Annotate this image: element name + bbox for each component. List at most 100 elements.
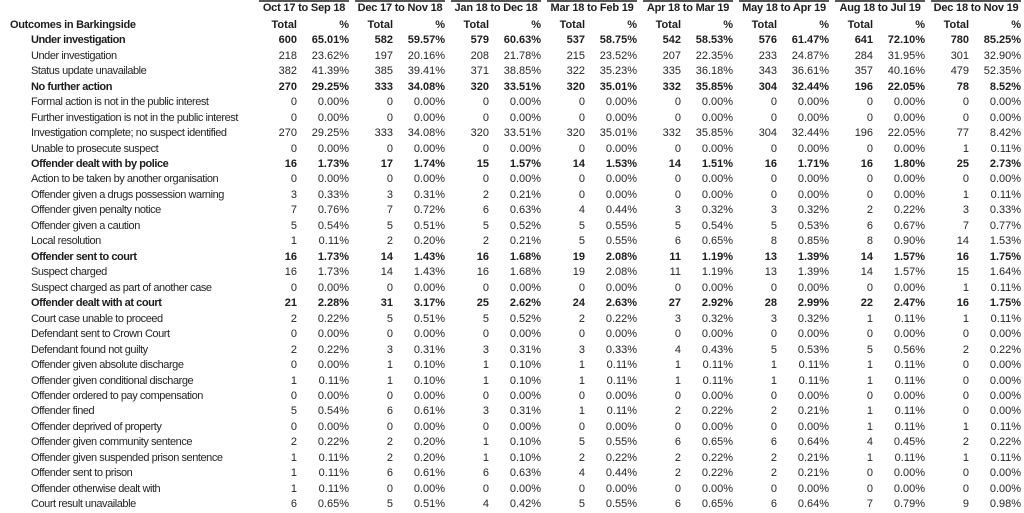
pct-cell: 0.98% — [989, 498, 1022, 511]
total-cell: 5 — [866, 343, 874, 356]
pct-cell: 0.11% — [990, 312, 1022, 325]
pct-header: % — [915, 18, 926, 31]
pct-cell: 0.00% — [701, 482, 734, 495]
pct-cell: 52.35% — [983, 65, 1022, 78]
pct-cell: 1.68% — [509, 266, 542, 279]
pct-cell: 29.25% — [311, 127, 350, 140]
total-cell: 1 — [962, 451, 970, 464]
total-cell: 0 — [866, 96, 874, 109]
total-cell: 77 — [956, 127, 970, 140]
pct-cell: 0.11% — [606, 359, 638, 372]
pct-cell: 0.32% — [701, 312, 734, 325]
pct-cell: 0.00% — [893, 111, 926, 124]
pct-cell: 0.00% — [413, 390, 446, 403]
pct-cell: 1.39% — [797, 266, 830, 279]
total-cell: 780 — [950, 34, 970, 47]
total-cell: 197 — [374, 49, 394, 62]
total-cell: 0 — [770, 142, 778, 155]
total-cell: 31 — [380, 297, 394, 310]
total-cell: 5 — [386, 312, 394, 325]
subheader-row: Outcomes in Barkingside Total% Total% Tota… — [0, 17, 1024, 33]
pct-cell: 1.53% — [989, 235, 1022, 248]
total-cell: 215 — [566, 49, 586, 62]
pct-cell: 0.22% — [317, 312, 350, 325]
total-cell: 7 — [962, 219, 970, 232]
pct-cell: 0.11% — [990, 281, 1022, 294]
pct-cell: 85.25% — [983, 34, 1022, 47]
total-cell: 3 — [770, 204, 778, 217]
pct-header: % — [435, 18, 446, 31]
total-cell: 14 — [860, 266, 874, 279]
pct-cell: 72.10% — [887, 34, 926, 47]
total-cell: 7 — [290, 204, 297, 217]
table-title: Outcomes in Barkingside — [10, 18, 136, 31]
total-cell: 4 — [578, 204, 586, 217]
total-cell: 1 — [386, 374, 394, 387]
pct-cell: 0.31% — [509, 405, 542, 418]
total-cell: 2 — [674, 451, 682, 464]
total-cell: 0 — [770, 328, 778, 341]
pct-cell: 0.00% — [893, 188, 926, 201]
total-cell: 0 — [482, 420, 490, 433]
total-cell: 0 — [770, 281, 778, 294]
total-cell: 320 — [470, 80, 490, 93]
total-cell: 19 — [572, 266, 586, 279]
pct-cell: 0.67% — [893, 219, 926, 232]
outcome-row: Defendant sent to Crown Court 0 0.00% 0 0.00… — [0, 327, 1024, 342]
total-cell: 1 — [674, 359, 682, 372]
pct-cell: 0.00% — [317, 420, 350, 433]
total-cell: 3 — [674, 312, 682, 325]
total-cell: 0 — [866, 173, 874, 186]
total-cell: 1 — [770, 374, 778, 387]
pct-cell: 61.47% — [791, 34, 830, 47]
row-label: Offender dealt with by police — [31, 157, 169, 170]
pct-cell: 0.10% — [509, 436, 542, 449]
total-cell: 301 — [950, 49, 970, 62]
total-cell: 21 — [284, 297, 297, 310]
table-body: Under investigation 600 65.01% 582 59.57% 579… — [0, 33, 1024, 513]
pct-cell: 0.00% — [413, 142, 446, 155]
total-cell: 1 — [962, 312, 970, 325]
row-label: Local resolution — [31, 235, 101, 248]
total-cell: 6 — [866, 219, 874, 232]
total-cell: 0 — [482, 142, 490, 155]
pct-cell: 0.00% — [893, 96, 926, 109]
total-cell: 3 — [386, 343, 394, 356]
pct-cell: 0.00% — [317, 142, 350, 155]
total-cell: 1 — [962, 420, 970, 433]
row-label: Offender dealt with at court — [31, 297, 162, 310]
total-cell: 16 — [956, 297, 970, 310]
total-cell: 218 — [278, 49, 297, 62]
pct-cell: 0.31% — [413, 188, 446, 201]
pct-cell: 0.00% — [989, 173, 1022, 186]
period-header: Aug 18 to Jul 19 — [832, 0, 928, 17]
pct-cell: 0.11% — [702, 359, 734, 372]
pct-cell: 0.51% — [413, 219, 446, 232]
total-cell: 9 — [962, 498, 970, 511]
pct-cell: 0.00% — [989, 390, 1022, 403]
total-cell: 0 — [290, 359, 297, 372]
pct-cell: 0.64% — [797, 498, 830, 511]
pct-cell: 32.44% — [791, 127, 830, 140]
pct-cell: 0.11% — [702, 374, 734, 387]
total-cell: 0 — [866, 281, 874, 294]
pct-cell: 1.71% — [797, 157, 830, 170]
pct-cell: 0.00% — [989, 96, 1022, 109]
pct-cell: 0.44% — [605, 467, 638, 480]
pct-cell: 1.19% — [701, 266, 734, 279]
pct-cell: 0.20% — [413, 436, 446, 449]
total-header: Total — [655, 18, 682, 31]
pct-cell: 39.41% — [407, 65, 446, 78]
outcome-row: Offender given a caution 5 0.54% 5 0.51% 5 0.5… — [0, 219, 1024, 234]
total-cell: 1 — [770, 359, 778, 372]
total-cell: 2 — [482, 235, 490, 248]
total-cell: 333 — [374, 80, 394, 93]
total-cell: 0 — [578, 482, 586, 495]
row-label: Unable to prosecute suspect — [31, 142, 159, 155]
pct-cell: 0.00% — [317, 281, 350, 294]
row-label: Under investigation — [31, 34, 126, 47]
row-label: Court case unable to proceed — [31, 312, 163, 325]
total-cell: 14 — [572, 157, 586, 170]
total-cell: 5 — [770, 343, 778, 356]
